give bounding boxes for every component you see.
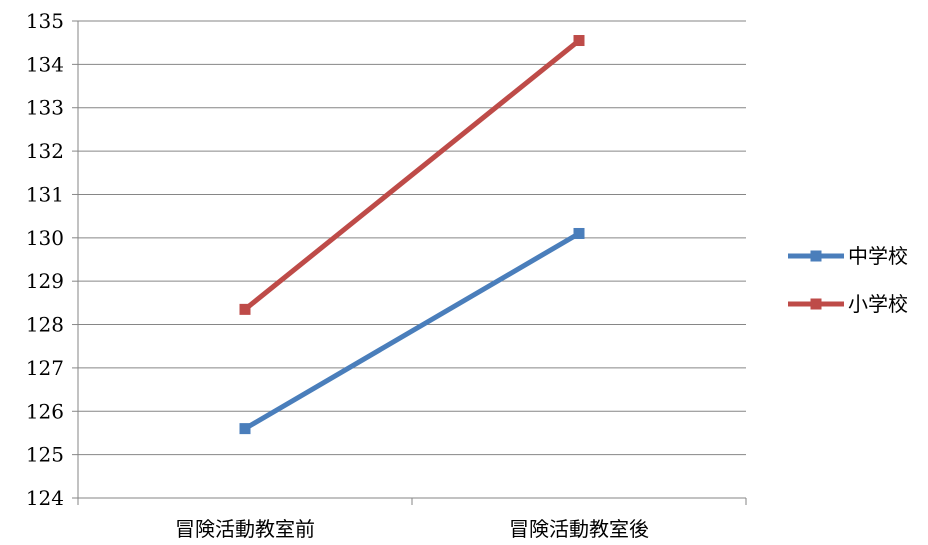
- legend-item: 小学校: [788, 292, 908, 316]
- legend-label: 中学校: [848, 244, 908, 268]
- x-tick-label: 冒険活動教室前: [175, 517, 315, 541]
- x-tick-label: 冒険活動教室後: [509, 517, 649, 541]
- y-tick-label: 124: [26, 486, 64, 510]
- legend-label: 小学校: [848, 292, 908, 316]
- legend-marker: [810, 298, 822, 310]
- axes: [72, 20, 747, 505]
- y-tick-label: 135: [26, 9, 64, 33]
- data-point-marker: [573, 227, 585, 239]
- y-tick-label: 134: [26, 52, 64, 76]
- y-tick-label: 126: [26, 399, 64, 423]
- y-tick-label: 127: [26, 356, 64, 380]
- series-line: [242, 38, 582, 312]
- y-tick-label: 131: [26, 182, 64, 206]
- x-tick-labels: 冒険活動教室前 冒険活動教室後: [175, 517, 649, 541]
- series-1: [239, 35, 585, 315]
- gridlines: [78, 20, 746, 456]
- y-tick-label: 132: [26, 139, 64, 163]
- series-0: [239, 227, 585, 435]
- y-tick-label: 130: [26, 226, 64, 250]
- legend-marker: [810, 250, 822, 262]
- y-tick-labels: 124 125 126 127 128 129 130 131 132 133 134 135: [26, 9, 64, 510]
- y-tick-label: 128: [26, 313, 64, 337]
- data-point-marker: [239, 423, 251, 435]
- y-tick-label: 125: [26, 443, 64, 467]
- series-line: [242, 230, 582, 432]
- data-point-marker: [239, 303, 251, 315]
- y-tick-label: 133: [26, 96, 64, 120]
- data-point-marker: [573, 35, 585, 47]
- series-group: [239, 35, 585, 435]
- legend-item: 中学校: [788, 244, 908, 268]
- y-tick-label: 129: [26, 269, 64, 293]
